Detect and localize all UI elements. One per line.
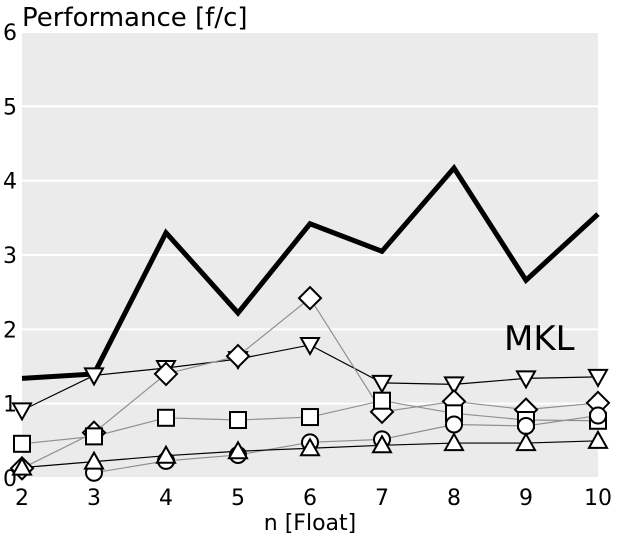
y-tick-label: 1 xyxy=(3,393,17,418)
marker-square xyxy=(301,408,319,427)
series-line-mkl xyxy=(21,163,600,381)
series-label-mkl: MKL xyxy=(504,319,575,359)
y-tick-labels: 0 1 2 3 4 5 6 xyxy=(3,21,17,492)
marker-circle xyxy=(445,415,463,434)
x-tick-label: 9 xyxy=(519,486,533,511)
x-tick-label: 2 xyxy=(15,486,29,511)
marker-triangle-down xyxy=(371,374,393,394)
marker-triangle-up xyxy=(371,434,393,454)
marker-square xyxy=(85,427,103,446)
x-tick-label: 5 xyxy=(231,486,245,511)
marker-triangle-down xyxy=(515,370,537,390)
x-tick-label: 10 xyxy=(584,486,612,511)
series-markers xyxy=(9,285,611,482)
marker-triangle-down xyxy=(587,368,609,388)
marker-triangle-down xyxy=(83,367,105,387)
x-tick-label: 7 xyxy=(375,486,389,511)
x-tick-label: 6 xyxy=(303,486,317,511)
marker-triangle-up xyxy=(83,450,105,470)
marker-triangle-down xyxy=(443,376,465,396)
marker-triangle-up xyxy=(227,440,249,460)
marker-circle xyxy=(589,406,607,425)
x-tick-label: 3 xyxy=(87,486,101,511)
marker-triangle-up xyxy=(299,437,321,457)
x-tick-labels: 2 3 4 5 6 7 8 9 10 xyxy=(15,486,612,511)
y-tick-label: 0 xyxy=(3,467,17,492)
marker-triangle-up xyxy=(155,444,177,464)
marker-square xyxy=(157,408,175,427)
marker-square xyxy=(13,434,31,453)
chart-title: Performance [f/c] xyxy=(22,3,248,33)
marker-square xyxy=(229,411,247,430)
y-tick-label: 6 xyxy=(3,21,17,46)
marker-diamond xyxy=(153,361,179,387)
marker-diamond xyxy=(297,285,323,311)
y-tick-label: 2 xyxy=(3,318,17,343)
marker-triangle-up xyxy=(515,432,537,452)
marker-triangle-up xyxy=(11,456,33,476)
series-line-circle xyxy=(93,414,599,474)
x-tick-label: 4 xyxy=(159,486,173,511)
y-tick-label: 3 xyxy=(3,244,17,269)
marker-circle xyxy=(517,416,535,435)
x-tick-label: 8 xyxy=(447,486,461,511)
marker-triangle-down xyxy=(299,336,321,356)
marker-triangle-down xyxy=(11,402,33,422)
y-tick-label: 4 xyxy=(3,170,17,195)
y-tick-label: 5 xyxy=(3,95,17,120)
x-axis-label: n [Float] xyxy=(264,511,356,536)
marker-diamond xyxy=(225,343,251,369)
marker-triangle-up xyxy=(443,432,465,452)
marker-square xyxy=(373,391,391,410)
marker-triangle-up xyxy=(587,429,609,449)
